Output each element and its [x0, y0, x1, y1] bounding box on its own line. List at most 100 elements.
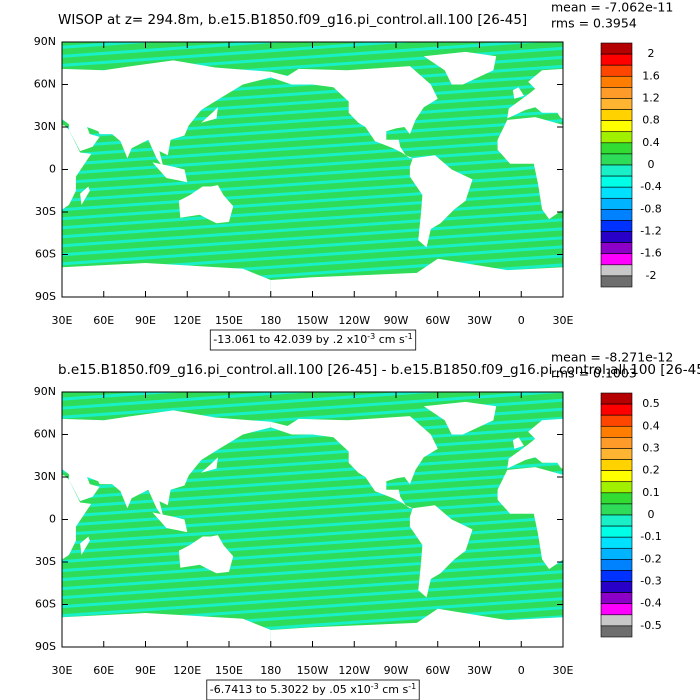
x-tick-label: 90W: [384, 314, 409, 327]
land: [62, 124, 92, 210]
colorbar-box: [600, 514, 633, 527]
land: [152, 162, 188, 183]
y-tick-label: 90S: [35, 290, 56, 303]
land: [201, 457, 218, 473]
land: [12, 87, 23, 98]
x-tick-label: 30E: [553, 314, 574, 327]
colorbar-label: -1.2: [640, 225, 661, 238]
colorbar-box: [600, 625, 633, 638]
colorbar-box: [600, 120, 633, 133]
colorbar-box: [600, 547, 633, 560]
colorbar-label: -2: [646, 269, 657, 282]
colorbar-box: [600, 581, 633, 593]
colorbar-box: [600, 536, 633, 549]
colorbar-box: [600, 253, 633, 266]
colorbar-label: 0.1: [642, 486, 660, 499]
y-tick-label: 90N: [34, 385, 56, 398]
x-tick-label: 150W: [297, 664, 329, 677]
colorbar-box: [600, 53, 633, 66]
x-tick-label: 30W: [467, 314, 492, 327]
land: [680, 535, 700, 573]
colorbar-box: [600, 87, 633, 99]
land: [423, 401, 497, 435]
land: [270, 608, 563, 647]
x-tick-label: 90E: [135, 664, 156, 677]
colorbar-label: 0: [648, 158, 655, 171]
land: [270, 258, 563, 297]
y-tick-label: 30N: [34, 470, 56, 483]
range-text: -13.061 to 42.039 by .2 x10: [213, 333, 367, 346]
x-tick-label: 60E: [93, 314, 114, 327]
land: [178, 535, 234, 574]
land: [80, 186, 90, 205]
colorbar-box: [600, 392, 633, 405]
y-tick-label: 30S: [35, 205, 56, 218]
range-text: -6.7413 to 5.3022 by .05 x10: [210, 683, 371, 696]
colorbar-box: [600, 98, 633, 110]
colorbar-box: [600, 142, 633, 155]
colorbar-box: [600, 403, 633, 416]
rms-stat: rms = 0.3954: [551, 16, 637, 31]
land: [507, 418, 563, 470]
x-tick-label: 120E: [173, 664, 201, 677]
colorbar-label: 0.4: [642, 419, 660, 432]
x-tick-label: 120E: [173, 314, 201, 327]
colorbar-label: -0.4: [640, 180, 661, 193]
colorbar-box: [600, 459, 633, 471]
land: [270, 416, 438, 509]
colorbar-label: -1.6: [640, 247, 661, 260]
land: [507, 68, 563, 120]
colorbar-box: [600, 492, 633, 505]
range-unit: cm s: [375, 333, 405, 346]
y-tick-label: 30N: [34, 120, 56, 133]
x-tick-label: 60W: [425, 664, 450, 677]
colorbar-box: [600, 470, 633, 483]
range-label: -6.7413 to 5.3022 by .05 x10-3 cm s-1: [210, 682, 416, 697]
mean-stat: mean = -7.062e-11: [551, 0, 673, 15]
colorbar-label: 0.5: [642, 397, 660, 410]
colorbar-box: [600, 448, 633, 460]
colorbar-box: [600, 164, 633, 177]
colorbar-box: [600, 592, 633, 605]
colorbar-label: 0.8: [642, 114, 660, 127]
range-unit-exp: -1: [405, 332, 413, 341]
panel-title: WISOP at z= 294.8m, b.e15.B1850.f09_g16.…: [58, 12, 527, 28]
x-tick-label: 120W: [338, 314, 370, 327]
land: [62, 60, 271, 169]
land: [512, 437, 524, 449]
land: [80, 536, 90, 555]
x-tick-label: 30W: [467, 664, 492, 677]
land: [12, 437, 23, 448]
range-exp: -3: [367, 332, 375, 341]
x-tick-label: 180: [260, 314, 281, 327]
colorbar-box: [600, 242, 633, 255]
x-tick-label: 60W: [425, 314, 450, 327]
land: [62, 410, 271, 519]
colorbar-box: [600, 131, 633, 144]
x-tick-label: 0: [518, 664, 525, 677]
colorbar-box: [600, 264, 633, 277]
y-tick-label: 60S: [35, 598, 56, 611]
land: [680, 185, 700, 223]
colorbar-label: 2: [648, 47, 655, 60]
colorbar-box: [600, 231, 633, 243]
colorbar-box: [600, 220, 633, 232]
x-tick-label: 90E: [135, 314, 156, 327]
y-tick-label: 90N: [34, 35, 56, 48]
colorbar-label: 0: [648, 508, 655, 521]
colorbar-label: 0.3: [642, 441, 660, 454]
y-tick-label: 0: [49, 513, 56, 526]
colorbar-box: [600, 481, 633, 494]
colorbar-box: [600, 175, 633, 188]
y-tick-label: 90S: [35, 640, 56, 653]
range-unit: cm s: [379, 683, 409, 696]
land: [512, 87, 524, 99]
colorbar-box: [600, 197, 633, 210]
colorbar-label: -0.1: [640, 530, 661, 543]
x-tick-label: 60E: [93, 664, 114, 677]
colorbar-box: [600, 425, 633, 438]
colorbar-box: [600, 525, 633, 538]
land: [581, 537, 591, 555]
colorbar-box: [600, 64, 633, 77]
